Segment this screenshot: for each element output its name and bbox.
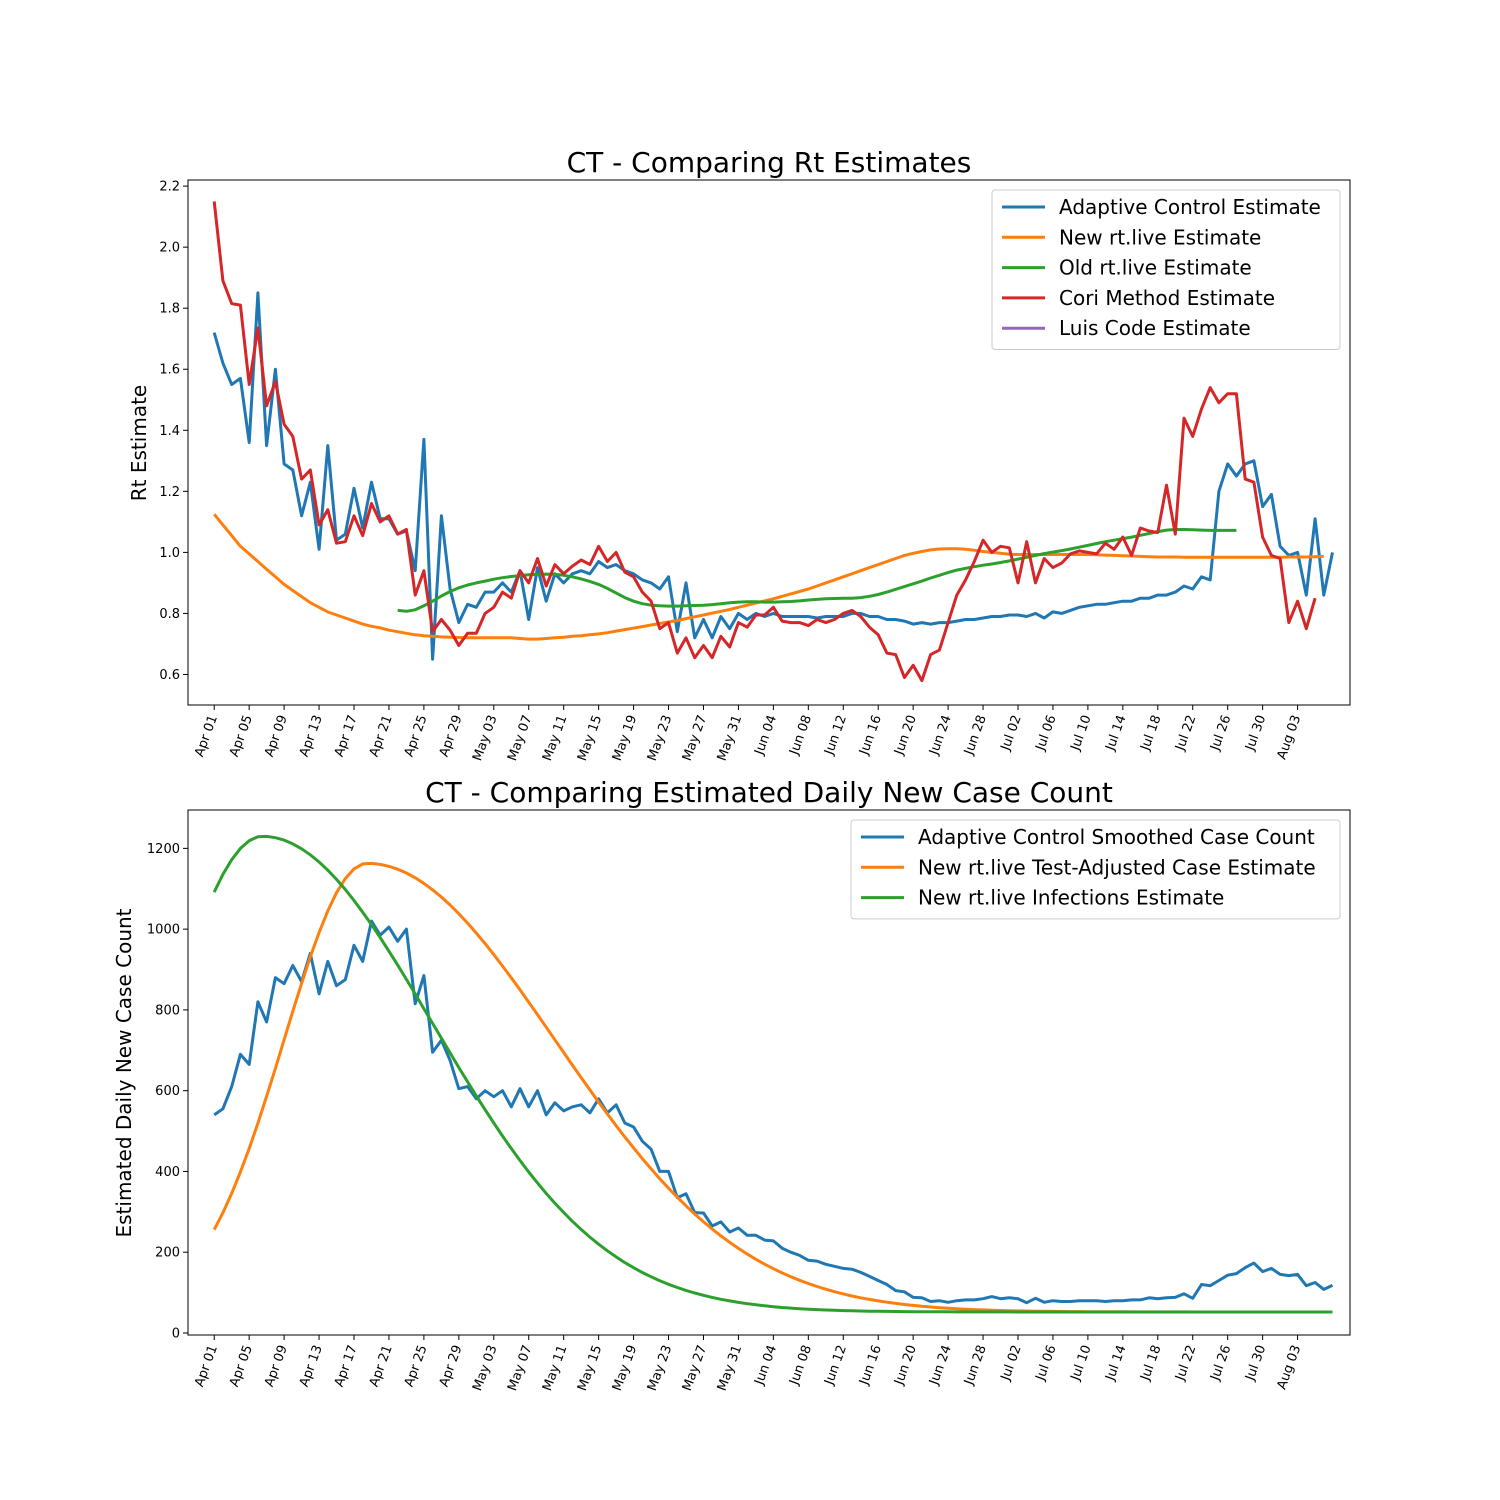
case-ytick-label: 200 — [155, 1246, 180, 1261]
case-chart-series — [212, 834, 1334, 1314]
rt-legend-box — [991, 189, 1341, 350]
rt-legend-label: Cori Method Estimate — [1059, 286, 1275, 310]
rt-ytick-label: 1.2 — [159, 485, 180, 500]
case-legend-label: New rt.live Infections Estimate — [918, 886, 1224, 910]
case-ytick-label: 800 — [155, 1003, 180, 1018]
case-ytick-label: 1200 — [147, 842, 180, 857]
rt-chart-axes-frame — [187, 179, 1351, 706]
series-line-new-rt-live-estimate — [213, 513, 1324, 641]
rt-ytick-label: 1.0 — [159, 546, 180, 561]
rt-chart-ylabel: Rt Estimate — [127, 385, 151, 501]
case-chart-axes-frame — [187, 809, 1351, 1336]
case-ytick-label: 1000 — [147, 923, 180, 938]
rt-chart-title: CT - Comparing Rt Estimates — [567, 146, 972, 179]
rt-ytick-label: 0.6 — [159, 668, 180, 683]
case-chart-legend: Adaptive Control Smoothed Case Count New … — [850, 819, 1341, 920]
rt-ytick-label: 2.0 — [159, 241, 180, 256]
case-ytick-label: 0 — [172, 1326, 180, 1341]
rt-ytick-label: 2.2 — [159, 180, 180, 195]
series-line-cori-method-estimate — [212, 201, 1317, 683]
rt-legend-label: Luis Code Estimate — [1059, 316, 1251, 340]
case-legend-label: New rt.live Test-Adjusted Case Estimate — [918, 855, 1316, 879]
rt-chart-series — [212, 201, 1334, 683]
case-chart-title: CT - Comparing Estimated Daily New Case … — [425, 776, 1113, 809]
rt-ytick-label: 1.8 — [159, 302, 180, 317]
case-ytick-label: 400 — [155, 1165, 180, 1180]
series-line-new-rt-live-infections-estimate — [212, 834, 1333, 1314]
rt-ytick-label: 1.6 — [159, 363, 180, 378]
series-line-adaptive-control-smoothed-case-count — [213, 919, 1334, 1305]
rt-legend-label: Old rt.live Estimate — [1059, 256, 1252, 280]
rt-legend-label: Adaptive Control Estimate — [1059, 195, 1321, 219]
rt-ytick-label: 1.4 — [159, 424, 180, 439]
rt-legend-label: New rt.live Estimate — [1059, 225, 1261, 249]
series-line-old-rt-live-estimate — [397, 528, 1237, 613]
case-ytick-label: 600 — [155, 1084, 180, 1099]
case-legend-label: Adaptive Control Smoothed Case Count — [918, 825, 1315, 849]
case-chart-ylabel: Estimated Daily New Case Count — [112, 908, 136, 1237]
case-legend-box — [850, 819, 1341, 920]
rt-ytick-label: 0.8 — [159, 607, 180, 622]
rt-chart-legend: Adaptive Control Estimate New rt.live Est… — [991, 189, 1341, 350]
